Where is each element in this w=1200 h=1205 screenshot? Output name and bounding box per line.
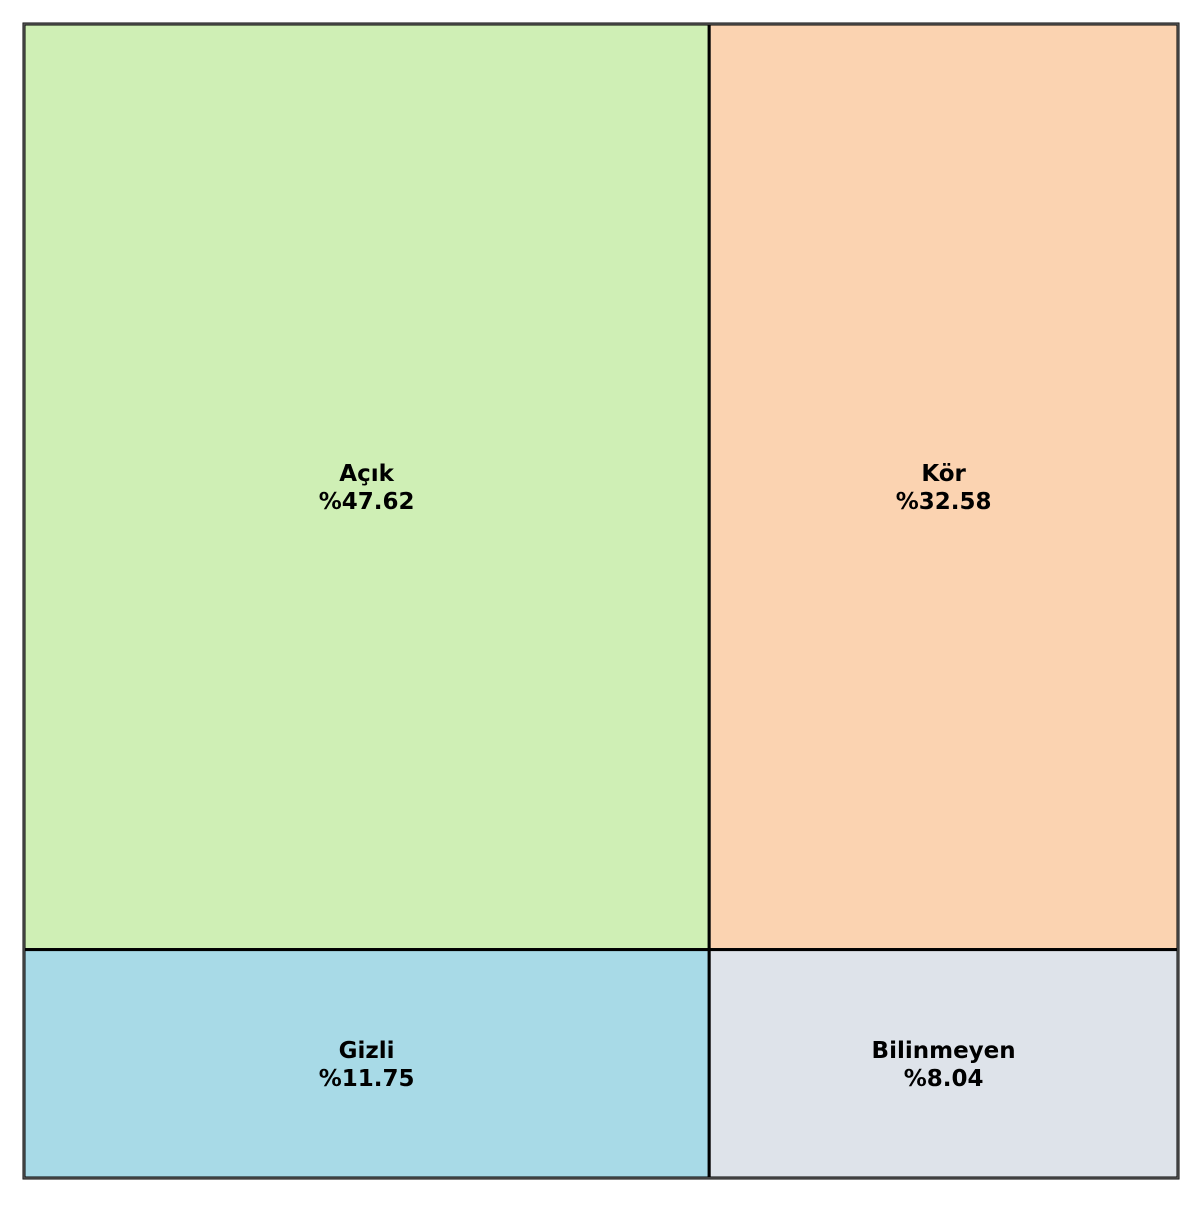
treemap-cell-acik <box>22 22 711 952</box>
treemap-value-kor: %32.58 <box>896 489 992 515</box>
plot-frame <box>23 23 1179 1179</box>
treemap-label-kor: Kör <box>921 461 966 487</box>
treemap-label-gizli: Gizli <box>339 1038 395 1064</box>
treemap-cell-bilinmeyen <box>707 948 1180 1180</box>
treemap-cell-kor <box>707 22 1180 952</box>
treemap-label-acik: Açık <box>339 461 394 487</box>
treemap-label-bilinmeyen: Bilinmeyen <box>872 1038 1016 1064</box>
treemap-value-bilinmeyen: %8.04 <box>904 1066 984 1092</box>
treemap-value-acik: %47.62 <box>319 489 415 515</box>
treemap-cell-gizli <box>22 948 711 1180</box>
treemap-value-gizli: %11.75 <box>319 1066 415 1092</box>
